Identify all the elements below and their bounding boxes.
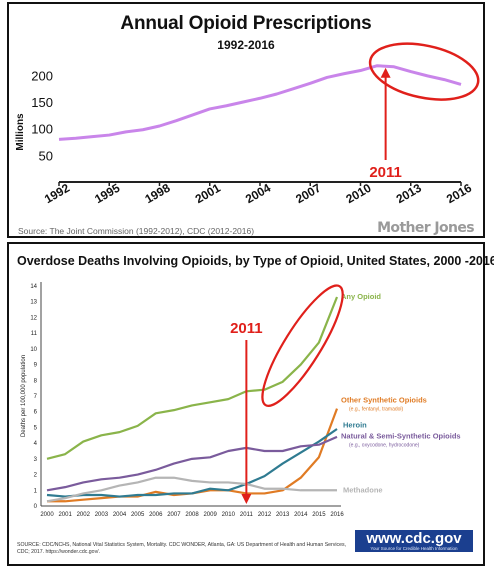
y-axis-label: Millions xyxy=(15,113,26,151)
x-tick-label: 2011 xyxy=(240,512,254,518)
y-tick-label: 12 xyxy=(30,315,37,321)
y-axis-label: Deaths per 100,000 population xyxy=(21,355,27,437)
y-tick-label: 9 xyxy=(34,363,38,369)
x-tick-label: 1992 xyxy=(42,181,72,207)
x-tick-label: 2001 xyxy=(193,181,223,207)
x-tick-label: 2013 xyxy=(276,512,290,518)
y-tick-label: 50 xyxy=(39,148,53,163)
annotation-label: 2011 xyxy=(369,164,402,181)
cdc-logo-text: www.cdc.gov xyxy=(366,530,462,547)
series-label: Methadone xyxy=(343,485,383,494)
y-tick-label: 10 xyxy=(30,347,37,353)
chart-source: SOURCE: CDC/NCHS, National Vital Statist… xyxy=(17,542,347,555)
cdc-logo: www.cdc.gov Your Source for Credible Hea… xyxy=(355,530,473,552)
series-line-1 xyxy=(47,408,339,503)
series-label: Natural & Semi-Synthetic Opioids xyxy=(341,431,461,440)
x-tick-label: 2010 xyxy=(343,181,373,207)
cdc-logo-tagline: Your Source for Credible Health Informat… xyxy=(370,546,458,551)
x-tick-label: 2007 xyxy=(167,512,181,518)
highlight-ellipse xyxy=(261,284,344,407)
x-tick-label: 2010 xyxy=(222,512,236,518)
x-tick-label: 1998 xyxy=(142,181,172,207)
x-tick-label: 2016 xyxy=(444,181,474,207)
series-line-2 xyxy=(46,428,338,498)
series-line-0 xyxy=(46,296,339,460)
y-tick-label: 4 xyxy=(34,441,38,447)
x-tick-label: 2004 xyxy=(113,512,127,518)
x-tick-label: 1995 xyxy=(92,181,122,207)
series-label: Other Synthetic Opioids xyxy=(341,395,427,404)
series-sublabel: (e.g., fentanyl, tramadol) xyxy=(349,406,404,412)
x-tick-label: 2003 xyxy=(95,512,109,518)
chart-title: Annual Opioid Prescriptions xyxy=(120,13,372,34)
y-tick-label: 2 xyxy=(34,473,38,479)
x-tick-label: 2000 xyxy=(40,512,54,518)
y-tick-label: 3 xyxy=(34,457,38,463)
chart-panel-prescriptions: Annual Opioid Prescriptions 1992-2016 50… xyxy=(7,2,485,238)
y-tick-label: 8 xyxy=(34,378,38,384)
x-tick-label: 2006 xyxy=(149,512,163,518)
annotation-arrowhead xyxy=(380,67,391,78)
x-tick-label: 2007 xyxy=(293,181,323,207)
y-tick-label: 150 xyxy=(31,95,53,110)
chart-subtitle: 1992-2016 xyxy=(217,38,275,52)
series-label: Any Opioid xyxy=(341,292,381,301)
annotation-label: 2011 xyxy=(230,320,263,337)
prescriptions-chart: 50 100 150 200 Millions 1992 1995 1998 2001 2004 2… xyxy=(15,42,480,207)
y-tick-label: 14 xyxy=(30,284,37,290)
mother-jones-logo: Mother Jones xyxy=(377,220,475,236)
x-tick-label: 2005 xyxy=(131,512,145,518)
series-sublabel: (e.g., oxycodone, hydrocodone) xyxy=(349,442,420,448)
y-tick-label: 1 xyxy=(34,488,38,494)
x-tick-label: 2016 xyxy=(330,512,344,518)
x-tick-label: 2008 xyxy=(185,512,199,518)
series-line-4 xyxy=(46,476,337,503)
y-tick-label: 200 xyxy=(31,68,53,83)
series-line-3 xyxy=(46,435,338,492)
y-tick-label: 0 xyxy=(34,504,38,510)
y-tick-label: 11 xyxy=(31,331,38,337)
y-tick-label: 7 xyxy=(34,394,38,400)
y-tick-label: 5 xyxy=(34,425,38,431)
x-tick-label: 2001 xyxy=(58,512,72,518)
y-tick-label: 6 xyxy=(34,410,38,416)
chart-panel-overdose: Overdose Deaths Involving Opioids, by Ty… xyxy=(7,242,494,566)
x-tick-label: 2002 xyxy=(77,512,91,518)
prescriptions-line xyxy=(58,64,462,141)
x-tick-label: 2014 xyxy=(294,512,308,518)
annotation-arrowhead xyxy=(241,494,252,504)
x-tick-label: 2009 xyxy=(203,512,217,518)
y-tick-label: 100 xyxy=(31,122,53,137)
x-tick-label: 2012 xyxy=(258,512,272,518)
x-tick-label: 2004 xyxy=(243,181,273,207)
highlight-ellipse xyxy=(368,42,480,101)
series-label: Heroin xyxy=(343,420,367,429)
x-tick-label: 2013 xyxy=(394,181,424,207)
y-tick-label: 13 xyxy=(30,300,37,306)
chart-source: Source: The Joint Commission (1992-2012)… xyxy=(18,226,255,236)
x-tick-label: 2015 xyxy=(312,512,326,518)
chart-title: Overdose Deaths Involving Opioids, by Ty… xyxy=(17,254,494,268)
